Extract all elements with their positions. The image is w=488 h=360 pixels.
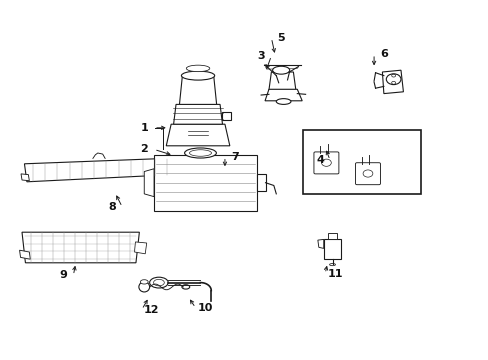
Ellipse shape [181, 71, 214, 80]
Text: 1: 1 [140, 123, 148, 133]
Polygon shape [264, 89, 302, 101]
Ellipse shape [329, 264, 335, 266]
Text: 10: 10 [197, 303, 213, 313]
Bar [327, 233, 337, 239]
Polygon shape [268, 72, 295, 90]
Polygon shape [20, 250, 30, 259]
Ellipse shape [140, 280, 148, 284]
Text: 9: 9 [60, 270, 67, 280]
Polygon shape [179, 76, 216, 104]
Polygon shape [24, 158, 173, 182]
Text: 6: 6 [379, 49, 387, 59]
Ellipse shape [276, 99, 290, 104]
Ellipse shape [149, 277, 168, 288]
Polygon shape [22, 232, 139, 263]
Polygon shape [382, 70, 403, 94]
Ellipse shape [186, 65, 209, 72]
Bar [154, 155, 256, 211]
Text: 2: 2 [140, 144, 148, 154]
Bar [323, 239, 341, 259]
Bar [222, 112, 231, 120]
FancyBboxPatch shape [313, 152, 338, 174]
Polygon shape [166, 124, 229, 146]
Polygon shape [173, 104, 222, 124]
Polygon shape [134, 242, 146, 254]
Bar [303, 130, 420, 194]
Bar [256, 174, 265, 191]
Ellipse shape [184, 148, 216, 158]
Ellipse shape [272, 66, 289, 74]
Ellipse shape [139, 282, 149, 292]
Polygon shape [165, 165, 175, 171]
Text: 12: 12 [143, 305, 159, 315]
FancyBboxPatch shape [355, 163, 380, 185]
Polygon shape [170, 168, 180, 175]
Circle shape [386, 74, 400, 85]
Text: 5: 5 [277, 33, 285, 43]
Text: 3: 3 [257, 51, 265, 61]
Polygon shape [21, 174, 29, 181]
Text: 11: 11 [326, 269, 342, 279]
Polygon shape [317, 239, 323, 248]
Text: 8: 8 [108, 202, 116, 212]
Polygon shape [144, 169, 154, 197]
Text: 7: 7 [230, 152, 238, 162]
Ellipse shape [182, 285, 189, 289]
Polygon shape [264, 66, 299, 69]
Text: 4: 4 [316, 155, 324, 165]
